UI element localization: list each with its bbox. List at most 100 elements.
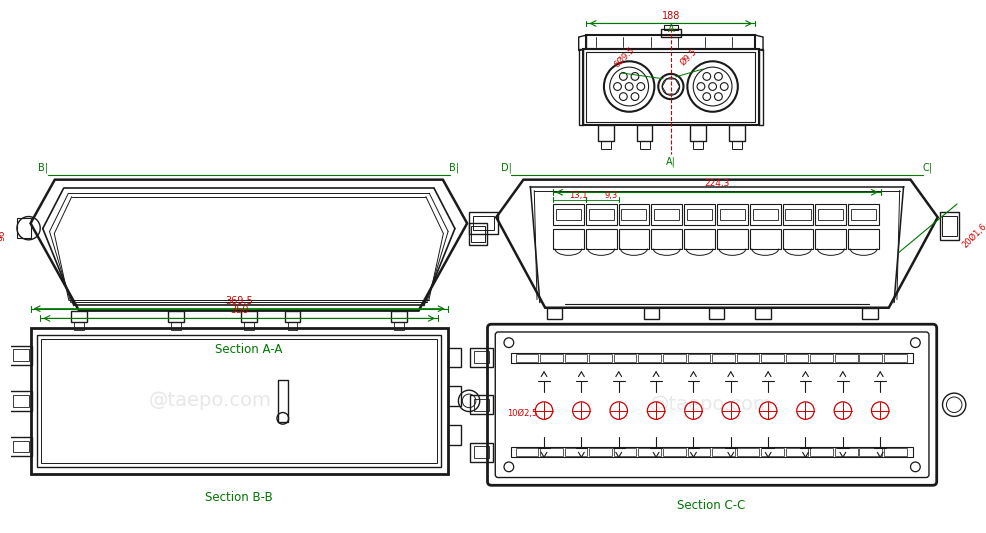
Bar <box>665 26 677 30</box>
Bar <box>41 339 437 463</box>
Bar <box>737 354 759 362</box>
Bar <box>848 229 880 248</box>
Text: A|: A| <box>666 156 675 167</box>
Bar <box>618 204 650 225</box>
Bar <box>586 204 616 225</box>
Bar <box>601 141 610 149</box>
Bar <box>556 209 581 221</box>
Bar <box>474 447 489 458</box>
Bar <box>469 213 498 234</box>
Bar <box>587 35 755 49</box>
Bar <box>621 209 647 221</box>
Bar <box>709 308 725 319</box>
Bar <box>474 399 489 410</box>
Bar <box>470 348 493 367</box>
Text: Section C-C: Section C-C <box>677 499 745 512</box>
Bar <box>786 354 809 362</box>
Bar <box>786 448 809 456</box>
Bar <box>815 204 846 225</box>
Bar <box>810 354 833 362</box>
Bar <box>663 448 685 456</box>
Bar <box>638 448 661 456</box>
Bar <box>473 216 494 230</box>
Bar <box>241 311 256 322</box>
Bar <box>693 141 703 149</box>
Text: Section A-A: Section A-A <box>215 343 283 356</box>
Bar <box>690 125 706 141</box>
Text: B|: B| <box>450 163 459 173</box>
Bar <box>644 308 660 319</box>
Bar <box>553 229 584 248</box>
Bar <box>687 448 710 456</box>
Bar <box>786 209 810 221</box>
Bar <box>862 308 878 319</box>
Bar <box>884 354 907 362</box>
Text: @taepo.com: @taepo.com <box>149 391 271 410</box>
Text: D|: D| <box>501 163 512 173</box>
Bar <box>749 229 781 248</box>
Bar <box>391 311 407 322</box>
Bar <box>470 442 493 462</box>
Bar <box>942 216 957 236</box>
Bar <box>652 204 682 225</box>
Bar <box>37 335 441 467</box>
Bar <box>860 448 882 456</box>
Bar <box>71 311 87 322</box>
Bar <box>640 141 650 149</box>
Text: Section B-B: Section B-B <box>205 491 273 504</box>
Bar <box>712 448 735 456</box>
Bar <box>74 322 84 330</box>
Bar <box>687 209 712 221</box>
Bar <box>448 348 461 367</box>
Bar <box>663 354 685 362</box>
Bar <box>815 229 846 248</box>
Bar <box>589 209 613 221</box>
Bar <box>732 141 741 149</box>
Bar <box>516 354 538 362</box>
Bar <box>655 209 679 221</box>
Text: A: A <box>668 25 674 35</box>
Bar <box>470 395 493 415</box>
Bar <box>565 448 588 456</box>
Text: C|: C| <box>923 163 933 173</box>
Bar <box>590 354 612 362</box>
Bar <box>860 354 882 362</box>
Bar <box>637 125 653 141</box>
Bar <box>583 49 759 125</box>
Bar <box>469 223 486 245</box>
Bar <box>851 209 877 221</box>
Bar <box>684 229 715 248</box>
Bar <box>614 354 637 362</box>
Bar <box>511 353 913 363</box>
Bar <box>848 204 880 225</box>
Bar <box>652 229 682 248</box>
Text: B|: B| <box>38 163 48 173</box>
Bar <box>614 448 637 456</box>
Bar <box>662 29 680 37</box>
Bar <box>618 229 650 248</box>
Bar <box>474 351 489 363</box>
Bar <box>737 448 759 456</box>
Bar <box>172 322 180 330</box>
Bar <box>288 322 298 330</box>
Bar <box>818 209 843 221</box>
Text: 350: 350 <box>230 305 248 316</box>
Bar <box>835 354 858 362</box>
Bar <box>448 386 461 406</box>
Bar <box>761 354 784 362</box>
Bar <box>9 437 33 456</box>
Text: 9,3: 9,3 <box>604 191 618 200</box>
Bar <box>13 350 29 361</box>
Bar <box>729 125 744 141</box>
Text: 224,3: 224,3 <box>704 180 730 188</box>
Bar <box>394 322 404 330</box>
Bar <box>244 322 253 330</box>
Bar <box>717 229 747 248</box>
Bar <box>599 125 613 141</box>
Bar <box>720 209 745 221</box>
Bar <box>540 354 563 362</box>
Bar <box>540 448 563 456</box>
Bar <box>553 204 584 225</box>
Bar <box>9 345 33 365</box>
Bar <box>940 213 959 239</box>
